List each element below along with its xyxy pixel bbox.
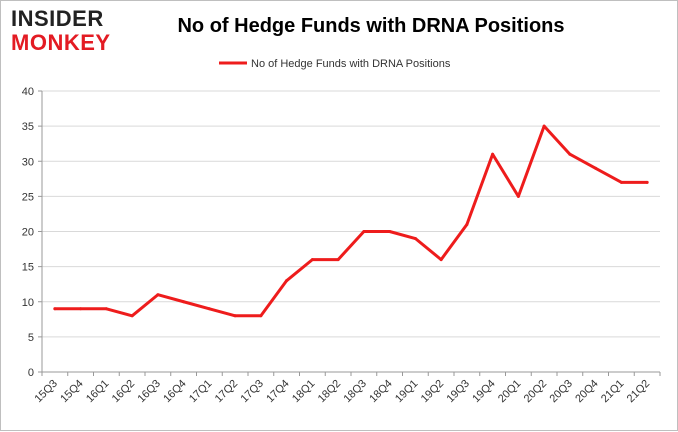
x-tick-label: 17Q3	[238, 378, 266, 406]
x-tick-label: 17Q2	[213, 378, 241, 406]
legend: No of Hedge Funds with DRNA Positions	[219, 58, 451, 70]
y-tick-label: 20	[22, 227, 34, 239]
x-tick-label: 21Q1	[599, 378, 627, 406]
data-point	[104, 307, 108, 311]
data-point	[79, 307, 83, 311]
legend-label: No of Hedge Funds with DRNA Positions	[251, 58, 451, 70]
x-tick-label: 19Q3	[444, 378, 472, 406]
insider-monkey-logo: INSIDER MONKEY	[11, 7, 129, 57]
x-tick-label: 18Q3	[341, 378, 369, 406]
y-tick-labels: 0 5 10 15 20 25 30 35 40	[22, 86, 34, 379]
y-tick-label: 15	[22, 262, 34, 274]
axes	[38, 90, 661, 376]
data-point	[439, 258, 443, 262]
data-point	[182, 300, 186, 304]
x-tick-label: 20Q3	[547, 378, 575, 406]
x-tick-label: 16Q3	[135, 378, 163, 406]
data-point	[645, 180, 649, 184]
data-point	[285, 279, 289, 283]
data-point	[568, 152, 572, 156]
x-tick-label: 20Q4	[573, 378, 601, 406]
data-point	[207, 307, 211, 311]
x-tick-label: 17Q4	[264, 378, 292, 406]
x-tick-label: 15Q3	[32, 378, 60, 406]
y-tick-label: 10	[22, 297, 34, 309]
logo-line-1: INSIDER	[11, 6, 104, 31]
y-tick-label: 25	[22, 191, 34, 203]
x-tick-label: 16Q2	[110, 378, 138, 406]
data-point	[156, 293, 160, 297]
x-tick-label: 20Q2	[522, 378, 550, 406]
y-tick-label: 35	[22, 121, 34, 133]
data-point	[516, 194, 520, 198]
data-point	[491, 152, 495, 156]
x-tick-label: 16Q4	[161, 378, 189, 406]
x-tick-label: 19Q1	[393, 378, 421, 406]
x-tick-label: 18Q2	[316, 378, 344, 406]
data-point	[362, 230, 366, 233]
series-lines	[53, 124, 649, 318]
data-point	[310, 258, 314, 262]
x-tick-label: 15Q4	[58, 378, 86, 406]
x-tick-label: 18Q1	[290, 378, 318, 406]
logo-line-2: MONKEY	[11, 30, 111, 55]
data-point	[130, 314, 134, 318]
x-tick-labels: 15Q315Q416Q116Q216Q316Q417Q117Q217Q317Q4…	[32, 378, 652, 406]
y-tick-label: 0	[28, 367, 34, 379]
data-point	[53, 307, 57, 311]
x-tick-label: 17Q1	[187, 378, 215, 406]
x-tick-label: 21Q2	[625, 378, 653, 406]
x-tick-label: 18Q4	[367, 378, 395, 406]
data-point	[594, 166, 598, 170]
x-tick-label: 16Q1	[84, 378, 112, 406]
x-tick-label: 19Q2	[419, 378, 447, 406]
data-point	[233, 314, 237, 318]
data-point	[259, 314, 263, 318]
series-line	[53, 124, 649, 318]
data-point	[388, 230, 392, 233]
y-tick-label: 40	[22, 86, 34, 98]
data-point	[336, 258, 340, 262]
x-tick-label: 19Q4	[470, 378, 498, 406]
y-tick-label: 5	[28, 332, 34, 344]
data-point	[619, 180, 623, 184]
data-point	[465, 222, 469, 226]
y-tick-label: 30	[22, 156, 34, 168]
data-point	[542, 124, 546, 128]
x-tick-label: 20Q1	[496, 378, 524, 406]
chart-title: No of Hedge Funds with DRNA Positions	[177, 15, 565, 37]
gridlines	[42, 90, 660, 338]
data-point	[413, 237, 417, 241]
